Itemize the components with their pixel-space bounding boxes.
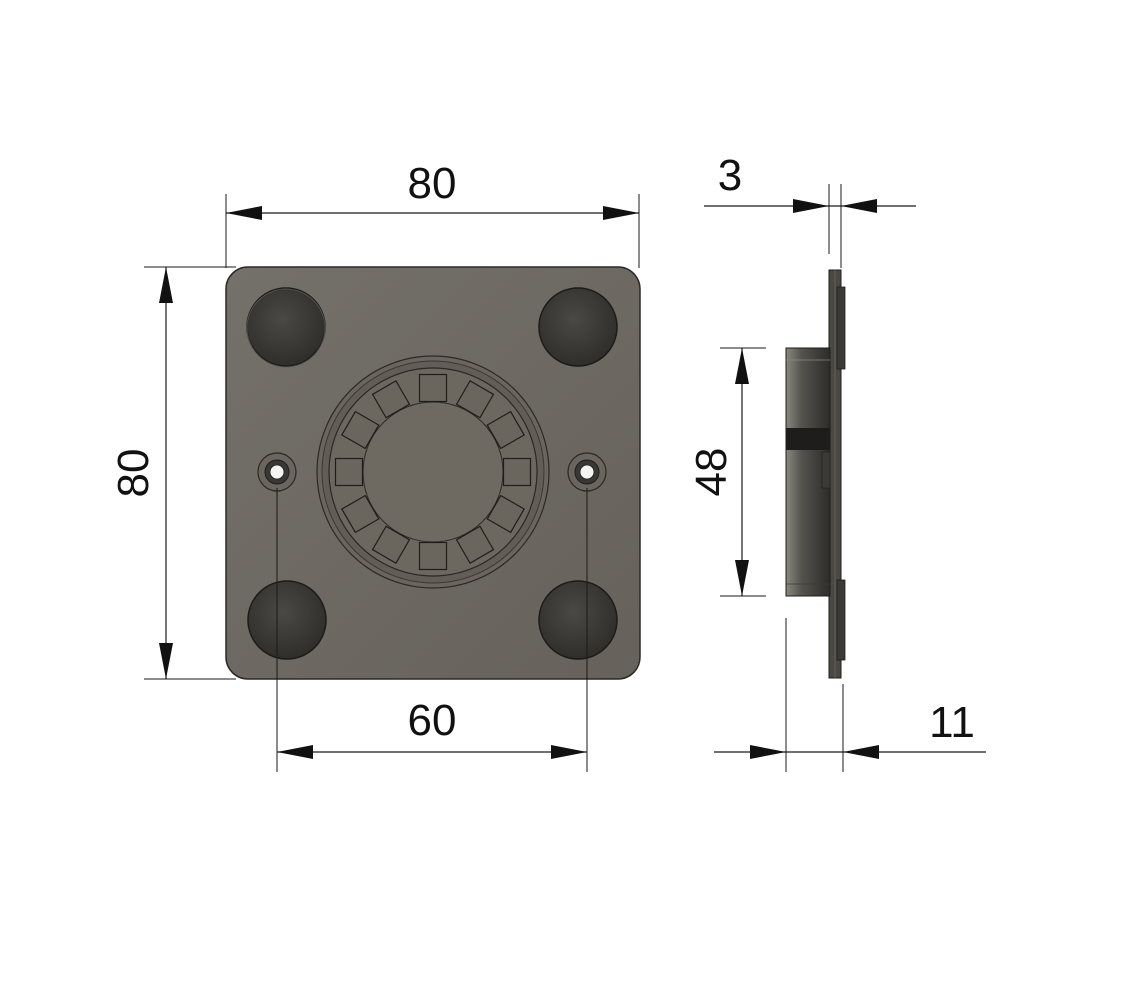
square-pocket xyxy=(371,525,411,564)
square-pocket xyxy=(418,541,448,571)
square-pocket xyxy=(341,494,380,534)
square-pocket xyxy=(371,380,411,419)
dimension-label-plate-thickness: 3 xyxy=(718,151,742,200)
magnet-top-right xyxy=(538,287,618,367)
mounting-hole-right xyxy=(567,452,607,492)
square-pocket xyxy=(502,457,532,487)
square-pocket xyxy=(418,373,448,403)
dimension-label-front-height: 80 xyxy=(109,449,158,498)
square-pocket xyxy=(486,410,525,450)
mounting-hole-left xyxy=(257,452,297,492)
dimension-label-front-width: 80 xyxy=(408,159,457,208)
dimension-front-height: 80 xyxy=(109,266,236,680)
square-pocket xyxy=(341,410,380,450)
square-pocket xyxy=(455,525,495,564)
square-pocket xyxy=(334,457,364,487)
central-boss xyxy=(316,355,550,589)
dimension-label-total-depth: 11 xyxy=(929,698,975,747)
side-view xyxy=(785,269,846,679)
square-pocket-ring xyxy=(334,373,532,571)
dimension-hole-spacing: 60 xyxy=(277,696,587,759)
square-pocket xyxy=(486,494,525,534)
dimension-boss-diameter: 48 xyxy=(687,347,766,597)
dimension-plate-thickness: 3 xyxy=(704,151,916,268)
magnet-top-left xyxy=(246,287,326,368)
front-view xyxy=(225,266,641,772)
dimension-label-boss-diameter: 48 xyxy=(687,448,736,497)
magnet-bottom-left xyxy=(247,580,327,660)
dimension-total-depth: 11 xyxy=(714,618,986,772)
square-pocket xyxy=(455,380,495,419)
side-magnet-top xyxy=(836,286,846,370)
dimension-front-width: 80 xyxy=(225,159,640,268)
side-magnet-bottom xyxy=(836,579,846,661)
dimension-label-hole-spacing: 60 xyxy=(408,696,457,745)
magnet-bottom-right xyxy=(538,580,618,660)
